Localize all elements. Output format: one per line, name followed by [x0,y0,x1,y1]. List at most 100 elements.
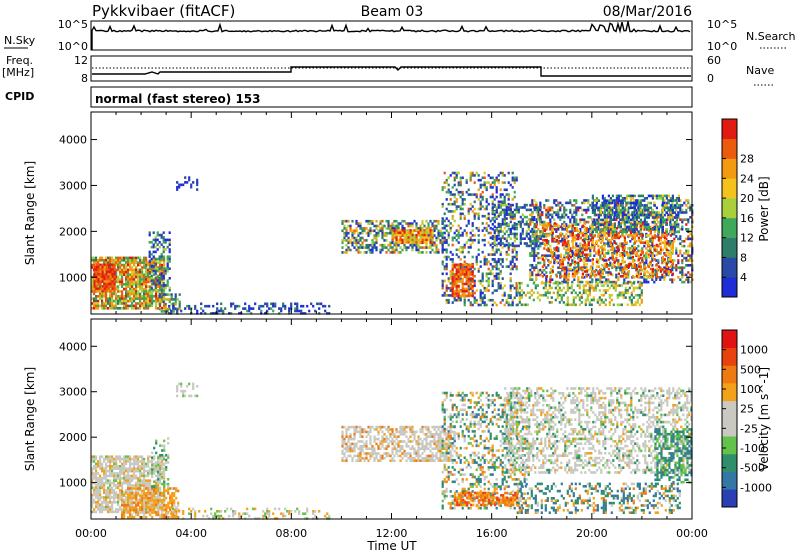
range-time-cell [407,222,410,225]
range-time-cell [523,242,526,245]
range-time-cell [453,263,456,267]
range-time-cell [647,201,650,205]
range-time-cell [507,208,510,212]
range-time-cell [97,273,100,276]
range-time-cell [147,285,150,288]
range-time-cell [155,295,158,298]
range-time-cell [603,230,606,234]
range-time-cell [575,253,578,256]
range-time-cell [453,231,456,235]
range-time-cell [383,243,386,247]
range-time-cell [671,280,674,284]
range-time-cell [541,239,544,242]
range-time-cell [647,243,650,247]
range-time-cell [645,206,648,210]
range-time-cell [589,259,592,262]
range-time-cell [547,232,550,236]
range-time-cell [389,227,392,230]
range-time-cell [455,285,458,288]
range-time-cell [667,272,670,276]
range-time-cell [543,224,546,228]
range-time-cell [381,219,384,223]
range-time-cell [449,274,452,278]
range-time-cell [117,285,120,288]
range-time-cell [145,295,148,298]
cpid-label: CPID [5,90,34,103]
range-time-cell [373,224,376,228]
range-time-cell [302,312,305,315]
range-time-cell [151,268,154,272]
range-time-cell [560,296,563,299]
range-time-cell [613,213,616,217]
range-time-cell [373,229,376,233]
range-time-cell [501,208,504,212]
range-time-cell [409,238,412,242]
range-time-cell [469,231,472,235]
range-time-cell [583,201,586,205]
range-time-cell [627,216,630,219]
range-time-cell [397,243,400,247]
range-time-cell [565,225,568,229]
range-time-cell [601,280,604,284]
range-time-cell [509,230,512,233]
range-time-cell [443,186,446,189]
range-time-cell [471,193,474,196]
range-time-cell [639,209,642,212]
range-time-cell [158,257,161,261]
range-time-cell [529,278,532,281]
range-time-cell [290,302,293,306]
range-time-cell [121,290,124,293]
range-time-cell [415,243,418,247]
range-time-cell [605,223,608,226]
range-time-cell [671,248,674,252]
range-time-cell [661,199,664,202]
range-time-cell [543,235,546,238]
range-time-cell [639,194,642,198]
noise-left-label: N.Sky [4,34,36,47]
range-time-cell [673,237,676,241]
range-time-cell [563,208,566,212]
range-time-cell [141,271,144,274]
range-time-cell [633,209,636,212]
range-time-cell [629,223,632,226]
range-time-cell [355,222,358,225]
range-time-cell [589,272,592,276]
range-time-cell [617,206,620,210]
range-time-cell [284,307,287,310]
range-time-cell [540,281,543,285]
range-time-cell [111,280,114,283]
range-time-cell [471,238,474,242]
range-time-cell [443,279,446,283]
range-time-cell [675,252,678,255]
range-time-cell [513,178,516,182]
range-time-cell [477,303,480,307]
range-time-cell [637,213,640,217]
range-time-cell [479,183,482,187]
range-time-cell [645,225,648,229]
range-time-cell [643,280,646,284]
range-time-cell [521,227,524,231]
range-time-cell [111,302,114,305]
range-time-cell [451,224,454,228]
range-time-cell [117,290,120,293]
range-time-cell [135,259,138,262]
range-time-cell [244,307,247,310]
range-time-cell [411,231,414,235]
range-time-cell [609,221,612,224]
range-time-cell [511,186,514,189]
range-time-cell [584,289,587,292]
range-time-cell [115,304,118,308]
range-time-cell [623,230,626,234]
range-time-cell [647,194,650,198]
range-time-cell [395,241,398,244]
range-time-cell [457,224,460,228]
range-time-cell [577,206,580,209]
range-time-cell [105,295,108,298]
range-time-cell [625,275,628,278]
range-time-cell [455,248,458,252]
range-time-cell [513,235,516,238]
range-time-cell [109,261,112,264]
range-time-cell [481,298,484,302]
range-time-cell [491,186,494,189]
range-time-cell [607,249,610,253]
